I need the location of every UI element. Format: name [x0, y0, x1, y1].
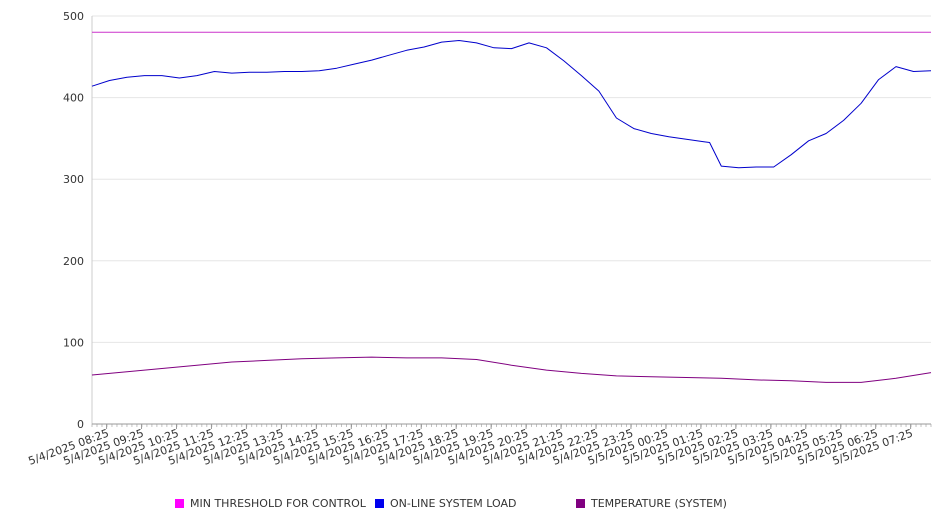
y-tick-label-500: 500: [63, 10, 84, 23]
series-line-temperature: [91, 356, 932, 383]
y-tick-label-400: 400: [63, 92, 84, 105]
y-axis-ticks: 0 100 200 300 400 500: [63, 10, 84, 431]
y-tick-label-100: 100: [63, 336, 84, 349]
x-axis-ticks: 5/4/2025 08:255/4/2025 09:255/4/2025 10:…: [27, 424, 915, 468]
legend-swatch-threshold: [175, 499, 184, 508]
axes: [91, 16, 932, 427]
legend-swatch-system-load: [375, 499, 384, 508]
y-tick-label-300: 300: [63, 173, 84, 186]
legend-label-threshold: MIN THRESHOLD FOR CONTROL: [190, 497, 366, 510]
series-line-system-load: [91, 40, 932, 169]
y-tick-label-0: 0: [77, 418, 84, 431]
legend-item-temperature: TEMPERATURE (SYSTEM): [576, 497, 727, 510]
legend-label-temperature: TEMPERATURE (SYSTEM): [591, 497, 727, 510]
series-lines: [91, 31, 932, 383]
legend: MIN THRESHOLD FOR CONTROL ON-LINE SYSTEM…: [0, 497, 946, 515]
grid-lines: [92, 15, 931, 343]
y-tick-label-200: 200: [63, 255, 84, 268]
legend-swatch-temperature: [576, 499, 585, 508]
legend-label-system-load: ON-LINE SYSTEM LOAD: [390, 497, 517, 510]
legend-item-threshold: MIN THRESHOLD FOR CONTROL: [175, 497, 366, 510]
legend-item-system-load: ON-LINE SYSTEM LOAD: [375, 497, 516, 510]
